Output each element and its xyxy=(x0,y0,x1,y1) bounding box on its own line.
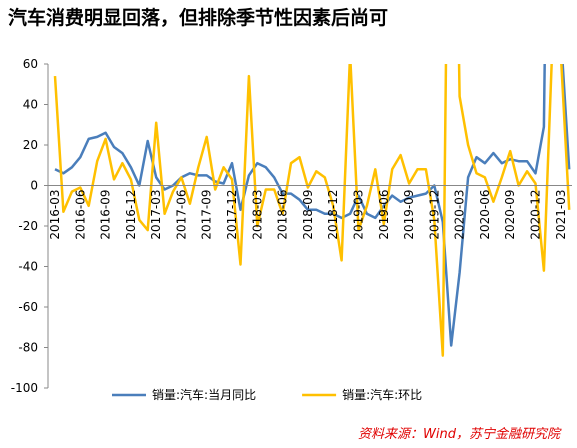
x-tick-label: 2017-09 xyxy=(200,190,214,240)
x-tick-label: 2016-12 xyxy=(124,190,138,240)
y-tick-label: 0 xyxy=(30,179,38,193)
x-tick-label: 2021-03 xyxy=(554,190,568,240)
x-tick-label: 2016-03 xyxy=(48,190,62,240)
y-tick-label: -60 xyxy=(18,300,38,314)
source-note: 资料来源：Wind，苏宁金融研究院 xyxy=(358,426,562,442)
plot-area xyxy=(53,64,571,357)
y-tick-label: 40 xyxy=(23,98,38,112)
x-tick-label: 2017-12 xyxy=(225,190,239,240)
series-line xyxy=(53,64,571,357)
y-tick-label: -100 xyxy=(11,381,38,395)
x-tick-label: 2017-06 xyxy=(174,190,188,240)
y-tick-label: -20 xyxy=(18,219,38,233)
x-tick-label: 2020-09 xyxy=(503,190,517,240)
y-tick-label: 60 xyxy=(23,57,38,71)
y-tick-label: -40 xyxy=(18,260,38,274)
chart-title: 汽车消费明显回落，但排除季节性因素后尚可 xyxy=(8,6,388,29)
series-line xyxy=(54,64,571,347)
x-tick-label: 2018-12 xyxy=(326,190,340,240)
x-tick-label: 2019-09 xyxy=(402,190,416,240)
x-tick-label: 2018-09 xyxy=(301,190,315,240)
x-tick-label: 2019-06 xyxy=(377,190,391,240)
x-tick-label: 2016-09 xyxy=(99,190,113,240)
x-tick-label: 2016-06 xyxy=(73,190,87,240)
x-tick-label: 2020-03 xyxy=(453,190,467,240)
y-tick-label: -80 xyxy=(18,341,38,355)
x-tick-label: 2018-06 xyxy=(276,190,290,240)
x-tick-label: 2017-03 xyxy=(149,190,163,240)
x-tick-label: 2018-03 xyxy=(250,190,264,240)
x-tick-label: 2019-12 xyxy=(427,190,441,240)
legend-label: 销量:汽车:环比 xyxy=(342,387,422,402)
legend-label: 销量:汽车:当月同比 xyxy=(152,387,256,402)
x-tick-label: 2019-03 xyxy=(351,190,365,240)
y-tick-label: 20 xyxy=(23,138,38,152)
x-tick-label: 2020-12 xyxy=(529,190,543,240)
x-tick-label: 2020-06 xyxy=(478,190,492,240)
